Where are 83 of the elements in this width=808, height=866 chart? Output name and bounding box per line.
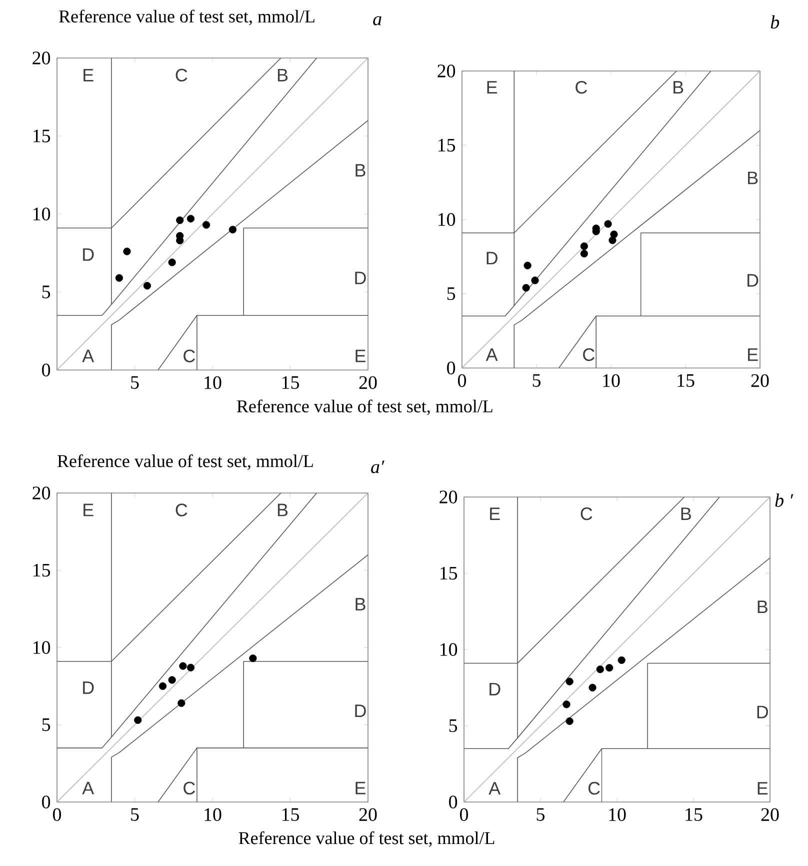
- annotation: E: [356, 782, 366, 794]
- y-tick-label: 10: [438, 213, 456, 226]
- annotation: D: [355, 704, 366, 718]
- annotation: C: [588, 782, 600, 795]
- x-tick-label: 20: [359, 808, 377, 822]
- annotation: E: [356, 350, 366, 362]
- annotation: B: [278, 504, 288, 516]
- y-tick-label: 15: [438, 138, 456, 152]
- y-tick-label: 5: [42, 286, 50, 298]
- annotation: C: [576, 80, 588, 94]
- annotation: B: [748, 172, 758, 184]
- annotation: A: [82, 782, 94, 794]
- y-tick-label: 0: [42, 364, 50, 376]
- annotation: C: [184, 350, 195, 362]
- annotation: B: [674, 81, 684, 94]
- annotation: D: [757, 706, 768, 718]
- annotation: A: [488, 782, 501, 794]
- annotation: E: [487, 81, 498, 94]
- chart-title: b: [770, 15, 780, 29]
- y-tick-label: 5: [449, 719, 458, 732]
- x-tick-label: 15: [686, 808, 702, 821]
- annotation: E: [748, 348, 758, 361]
- y-axis-title: Reference value of test set, mmol/L: [59, 10, 314, 26]
- y-tick-label: 10: [33, 208, 50, 220]
- x-tick-label: 10: [204, 376, 222, 390]
- y-tick-label: 10: [440, 643, 458, 656]
- x-tick-label: 20: [751, 374, 769, 388]
- chart-title: a: [373, 16, 382, 26]
- annotation: C: [583, 348, 594, 361]
- y-tick-label: 5: [42, 718, 50, 732]
- x-tick-label: 5: [532, 374, 541, 387]
- annotation: D: [486, 252, 498, 264]
- annotation: D: [490, 682, 500, 696]
- annotation: B: [356, 598, 366, 610]
- annotation: A: [486, 348, 498, 361]
- y-tick-label: 15: [440, 566, 458, 580]
- x-tick-label: 0: [458, 374, 466, 388]
- x-tick-label: 10: [204, 808, 222, 822]
- x-tick-label: 5: [131, 808, 139, 821]
- y-tick-label: 0: [447, 362, 456, 374]
- annotation: C: [176, 504, 188, 516]
- annotation: B: [681, 508, 691, 520]
- annotation: B: [356, 164, 366, 176]
- annotation: A: [82, 350, 94, 362]
- annotation: E: [84, 68, 94, 82]
- x-tick-label: 20: [761, 808, 779, 822]
- y-tick-label: 5: [447, 287, 456, 300]
- y-tick-label: 15: [33, 564, 50, 577]
- annotation: D: [355, 272, 366, 284]
- x-axis-title: Reference value of test set, mmol/L: [238, 831, 494, 847]
- y-tick-label: 20: [32, 486, 50, 500]
- annotation: C: [176, 68, 188, 82]
- y-axis-title: Reference value of test set, mmol/L: [57, 454, 313, 470]
- annotation: E: [490, 508, 500, 520]
- x-tick-label: 10: [609, 808, 626, 822]
- y-tick-label: 0: [42, 796, 50, 808]
- chart-title: b ′: [775, 493, 794, 507]
- annotation: C: [184, 782, 195, 794]
- annotation: C: [580, 507, 592, 520]
- x-tick-label: 10: [603, 374, 620, 388]
- annotation: B: [278, 68, 288, 82]
- x-tick-label: 0: [460, 808, 468, 822]
- y-tick-label: 20: [438, 64, 456, 78]
- x-tick-label: 15: [678, 374, 694, 387]
- annotation: E: [84, 504, 94, 516]
- x-tick-label: 0: [52, 808, 62, 822]
- annotation: B: [758, 600, 768, 613]
- x-tick-label: 5: [131, 376, 139, 389]
- x-tick-label: 15: [282, 376, 300, 389]
- x-tick-label: 5: [536, 808, 545, 821]
- x-tick-label: 15: [282, 808, 300, 821]
- y-tick-label: 10: [33, 641, 50, 654]
- y-tick-label: 20: [32, 52, 50, 64]
- annotation: D: [748, 274, 758, 287]
- x-axis-title: Reference value of test set, mmol/L: [236, 400, 492, 416]
- x-tick-label: 20: [359, 376, 377, 390]
- annotation: D: [83, 681, 94, 694]
- chart-title: a′: [371, 460, 384, 474]
- y-tick-label: 0: [449, 796, 458, 808]
- annotation: E: [758, 782, 768, 794]
- annotation: D: [83, 248, 94, 261]
- y-tick-label: 20: [440, 490, 458, 504]
- y-tick-label: 15: [33, 130, 50, 142]
